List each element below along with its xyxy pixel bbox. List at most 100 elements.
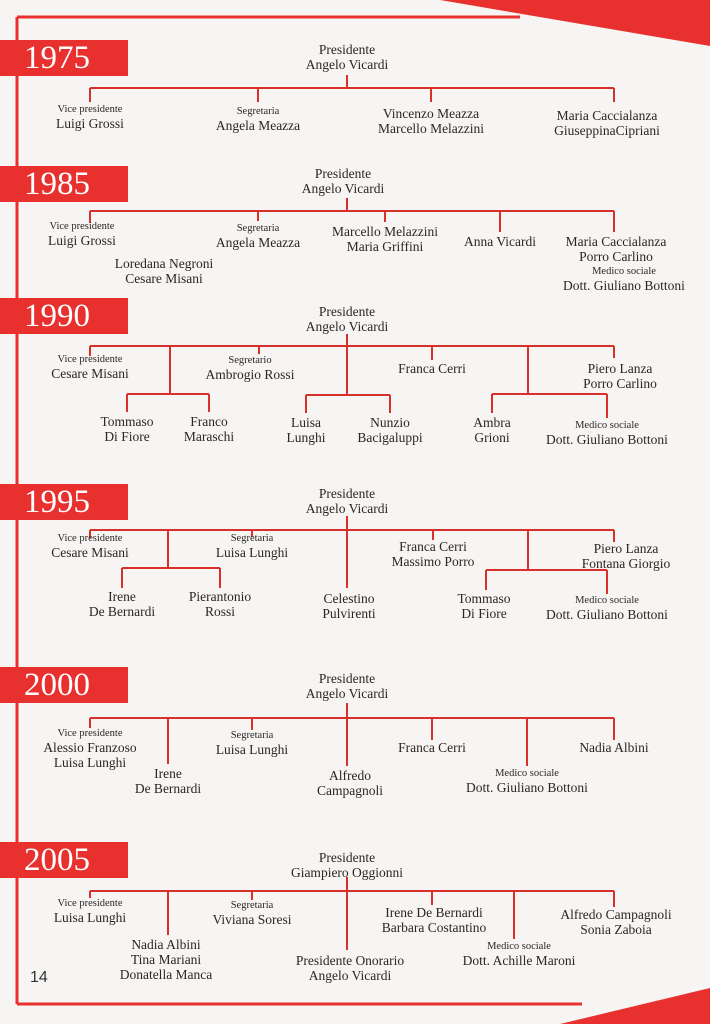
node-role-label: Vice presidente [57,354,123,365]
org-chart-node: Irene De Bernardi [89,589,155,619]
node-person-name: Franca Cerri [399,539,467,554]
node-role-label: Medico sociale [487,941,551,952]
node-role-label: Segretaria [230,533,274,544]
org-chart-node: Nadia Albini Tina Mariani Donatella Manca [120,937,213,982]
org-chart-node: Medico sociale Dott. Giuliano Bottoni [466,768,588,795]
node-person-name: Dott. Giuliano Bottoni [466,780,588,795]
org-chart-node: Celestino Pulvirenti [322,591,375,621]
node-role-label: Vice presidente [49,221,115,232]
node-person-name: Angelo Vicardi [305,57,389,72]
node-person-name: Piero Lanza [587,361,653,376]
node-person-name: Angelo Vicardi [305,319,389,334]
node-person-name: Angelo Vicardi [305,686,389,701]
org-chart-node: Presidente Giampiero Oggionni [291,850,403,880]
org-chart-node: Segretaria Luisa Lunghi [216,730,288,757]
node-person-name: Maria Griffini [346,239,424,254]
org-chart-node: Medico sociale Dott. Giuliano Bottoni [546,420,668,447]
node-person-name: Bacigaluppi [357,430,423,445]
node-person-name: Angelo Vicardi [305,501,389,516]
node-person-name: Luisa Lunghi [53,755,127,770]
node-person-name: Marcello Melazzini [331,224,439,239]
node-person-name: Irene De Bernardi [385,905,483,920]
node-person-name: Angela Meazza [215,118,301,133]
node-person-name: Luisa Lunghi [215,742,289,757]
node-person-name: Franca Cerri [398,740,466,755]
node-person-name: Irene [108,589,136,604]
org-chart-node: Presidente Angelo Vicardi [306,486,389,516]
org-chart-node: Medico sociale Dott. Achille Maroni [463,941,576,968]
org-chart-node: Piero Lanza Fontana Giorgio [582,541,671,571]
node-person-name: Luigi Grossi [56,116,124,131]
org-chart-node: Presidente Angelo Vicardi [306,304,389,334]
node-person-name: Ambra [473,415,511,430]
node-person-name: Cesare Misani [51,545,129,560]
org-chart-node: Segretaria Luisa Lunghi [216,533,288,560]
node-role-label: Medico sociale [575,595,639,606]
org-chart-node: Vice presidente Luisa Lunghi [54,898,126,925]
node-person-name: Luisa Lunghi [215,545,289,560]
org-chart-node: Tommaso Di Fiore [100,414,153,444]
org-chart-node: Vice presidente Cesare Misani [51,354,129,381]
org-chart-node: Franca Cerri [398,361,466,376]
top-right-corner-decoration [440,0,710,46]
node-person-name: Tommaso [100,414,154,429]
node-person-name: Luisa Lunghi [53,910,127,925]
node-person-name: Donatella Manca [119,967,213,982]
node-role-label: Medico sociale [495,768,559,779]
node-role-label: Segretaria [236,106,280,117]
node-person-name: Dott. Giuliano Bottoni [563,278,685,293]
node-person-name: Barbara Costantino [381,920,487,935]
node-role-label: Segretaria [230,730,274,741]
node-person-name: Massimo Porro [391,554,475,569]
org-chart-node: Loredana Negroni Cesare Misani [115,256,214,286]
org-chart-node: Vice presidente Cesare Misani [51,533,129,560]
org-chart-node: Segretaria Viviana Soresi [212,900,291,927]
node-person-name: Luigi Grossi [48,233,116,248]
node-person-name: De Bernardi [88,604,156,619]
node-person-name: De Bernardi [134,781,202,796]
org-chart-node: Irene De Bernardi Barbara Costantino [382,905,487,935]
node-person-name: Angelo Vicardi [301,181,385,196]
org-chart-node: Irene De Bernardi [135,766,201,796]
org-chart-node: Pierantonio Rossi [189,589,251,619]
node-person-name: Maria Caccialanza [556,108,658,123]
node-role-label: Vice presidente [57,104,123,115]
node-person-name: Presidente [318,486,376,501]
org-chart-node: Presidente Angelo Vicardi [306,42,389,72]
node-person-name: Tommaso [457,591,511,606]
org-chart-node: Piero Lanza Porro Carlino [583,361,657,391]
node-person-name: Angela Meazza [215,235,301,250]
org-chart-node: Segretaria Angela Meazza [216,106,300,133]
node-person-name: Presidente [318,850,376,865]
node-person-name: Loredana Negroni [114,256,214,271]
node-person-name: Cesare Misani [51,366,129,381]
year-label: 2005 [0,842,128,878]
org-chart-node: Marcello Melazzini Maria Griffini [332,224,438,254]
org-chart-node: Vice presidente Luigi Grossi [48,221,116,248]
node-role-label: Vice presidente [57,898,123,909]
org-chart-node: Segretario Ambrogio Rossi [206,355,295,382]
org-chart-node: Maria Caccialanza Porro Carlino [566,234,667,264]
node-person-name: Cesare Misani [125,271,203,286]
node-person-name: Anna Vicardi [463,234,537,249]
node-person-name: Dott. Giuliano Bottoni [546,607,668,622]
node-person-name: Nadia Albini [579,740,649,755]
org-chart-node: Alfredo Campagnoli [317,768,383,798]
node-person-name: Rossi [204,604,235,619]
node-role-label: Vice presidente [57,533,123,544]
node-person-name: Vincenzo Meazza [382,106,480,121]
node-person-name: Maraschi [183,429,235,444]
org-chart-node: Presidente Onorario Angelo Vicardi [296,953,404,983]
node-person-name: Sonia Zaboia [580,922,652,937]
node-person-name: Alfredo Campagnoli [560,907,672,922]
node-person-name: Nunzio [370,415,410,430]
org-chart-node: Vice presidente Alessio Franzoso Luisa Lun… [43,728,136,770]
node-person-name: Alfredo [329,768,371,783]
year-label: 1975 [0,40,128,76]
org-chart-node: Anna Vicardi [464,234,536,249]
node-person-name: Angelo Vicardi [308,968,392,983]
node-person-name: Porro Carlino [579,249,653,264]
org-chart-node: Ambra Grioni [473,415,511,445]
